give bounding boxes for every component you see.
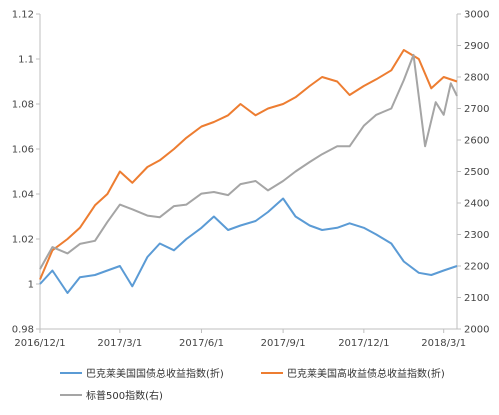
right-tick-label: 3000	[464, 10, 489, 21]
left-tick-label: 1.06	[12, 145, 34, 156]
left-tick-label: 1.02	[12, 235, 34, 246]
left-tick-label: 1.1	[18, 55, 34, 66]
x-tick-label: 2017/3/1	[97, 338, 142, 349]
left-tick-label: 1.08	[12, 100, 34, 111]
series-line-treasury	[39, 197, 458, 294]
x-tick-label: 2017/6/1	[179, 338, 224, 349]
right-tick-label: 2900	[464, 41, 489, 52]
x-tick-label: 2017/12/1	[338, 338, 389, 349]
right-tick-label: 2500	[464, 167, 489, 178]
right-tick-label: 2800	[464, 73, 489, 84]
x-tick-label: 2018/3/1	[421, 338, 466, 349]
right-tick-label: 2000	[464, 325, 489, 336]
right-tick-label: 2700	[464, 104, 489, 115]
left-tick-label: 1.04	[12, 190, 34, 201]
series-line-sp500	[39, 53, 458, 270]
right-tick-label: 2100	[464, 293, 489, 304]
left-tick-label: 1	[28, 280, 34, 291]
right-tick-label: 2200	[464, 262, 489, 273]
right-tick-label: 2300	[464, 230, 489, 241]
x-tick-label: 2017/9/1	[261, 338, 306, 349]
right-tick-label: 2400	[464, 199, 489, 210]
x-tick-label: 2016/12/1	[14, 338, 65, 349]
series-line-high-yield	[39, 49, 458, 280]
left-tick-label: 1.12	[12, 10, 34, 21]
left-tick-label: 0.98	[12, 325, 34, 336]
right-tick-label: 2600	[464, 136, 489, 147]
